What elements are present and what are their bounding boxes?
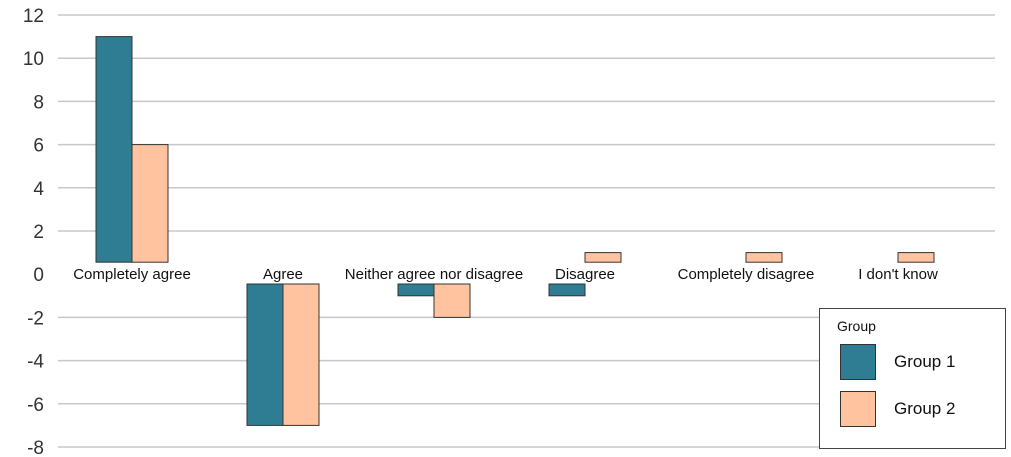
category-label: Completely disagree [678,266,815,283]
y-tick-label: 2 [33,222,44,243]
y-axis: 12 10 8 6 4 2 0 -2 -4 -6 -8 [23,6,45,457]
legend-item-group-1: Group 1 [840,344,955,380]
bar-2-5 [897,252,935,263]
y-tick-label: 10 [23,49,44,70]
legend: Group Group 1 Group 2 [819,308,1006,449]
y-tick-label: 0 [33,265,44,286]
category-labels: Completely agree Agree Neither agree nor d… [73,266,938,283]
y-tick-label: 12 [23,6,44,27]
legend-label-group-1: Group 1 [894,352,956,371]
y-tick-label: 6 [33,136,44,157]
bar-2-1 [282,283,320,426]
y-tick-label: 8 [33,92,44,113]
legend-swatch-group-1 [840,344,876,380]
y-tick-label: 4 [33,179,44,200]
category-label: Disagree [555,266,615,283]
bar-1-2 [397,283,435,297]
category-label: Completely agree [73,266,191,283]
bar-2-3 [584,252,622,263]
bar-2-0 [131,144,169,263]
legend-title: Group [837,318,876,334]
bar-2-4 [745,252,783,263]
category-label: Neither agree nor disagree [345,266,523,283]
legend-label-group-2: Group 2 [894,399,956,418]
bar-1-0 [95,36,133,263]
y-tick-label: -8 [27,438,44,457]
legend-swatch-group-2 [840,391,876,427]
y-tick-label: -2 [27,308,44,329]
category-label: Agree [263,266,303,283]
y-tick-label: -4 [27,352,44,373]
bar-1-3 [548,283,586,297]
bars [95,36,935,426]
bar-1-1 [246,283,284,426]
bar-2-2 [433,283,471,318]
legend-item-group-2: Group 2 [840,391,955,427]
category-label: I don't know [858,266,938,283]
y-tick-label: -6 [27,395,44,416]
